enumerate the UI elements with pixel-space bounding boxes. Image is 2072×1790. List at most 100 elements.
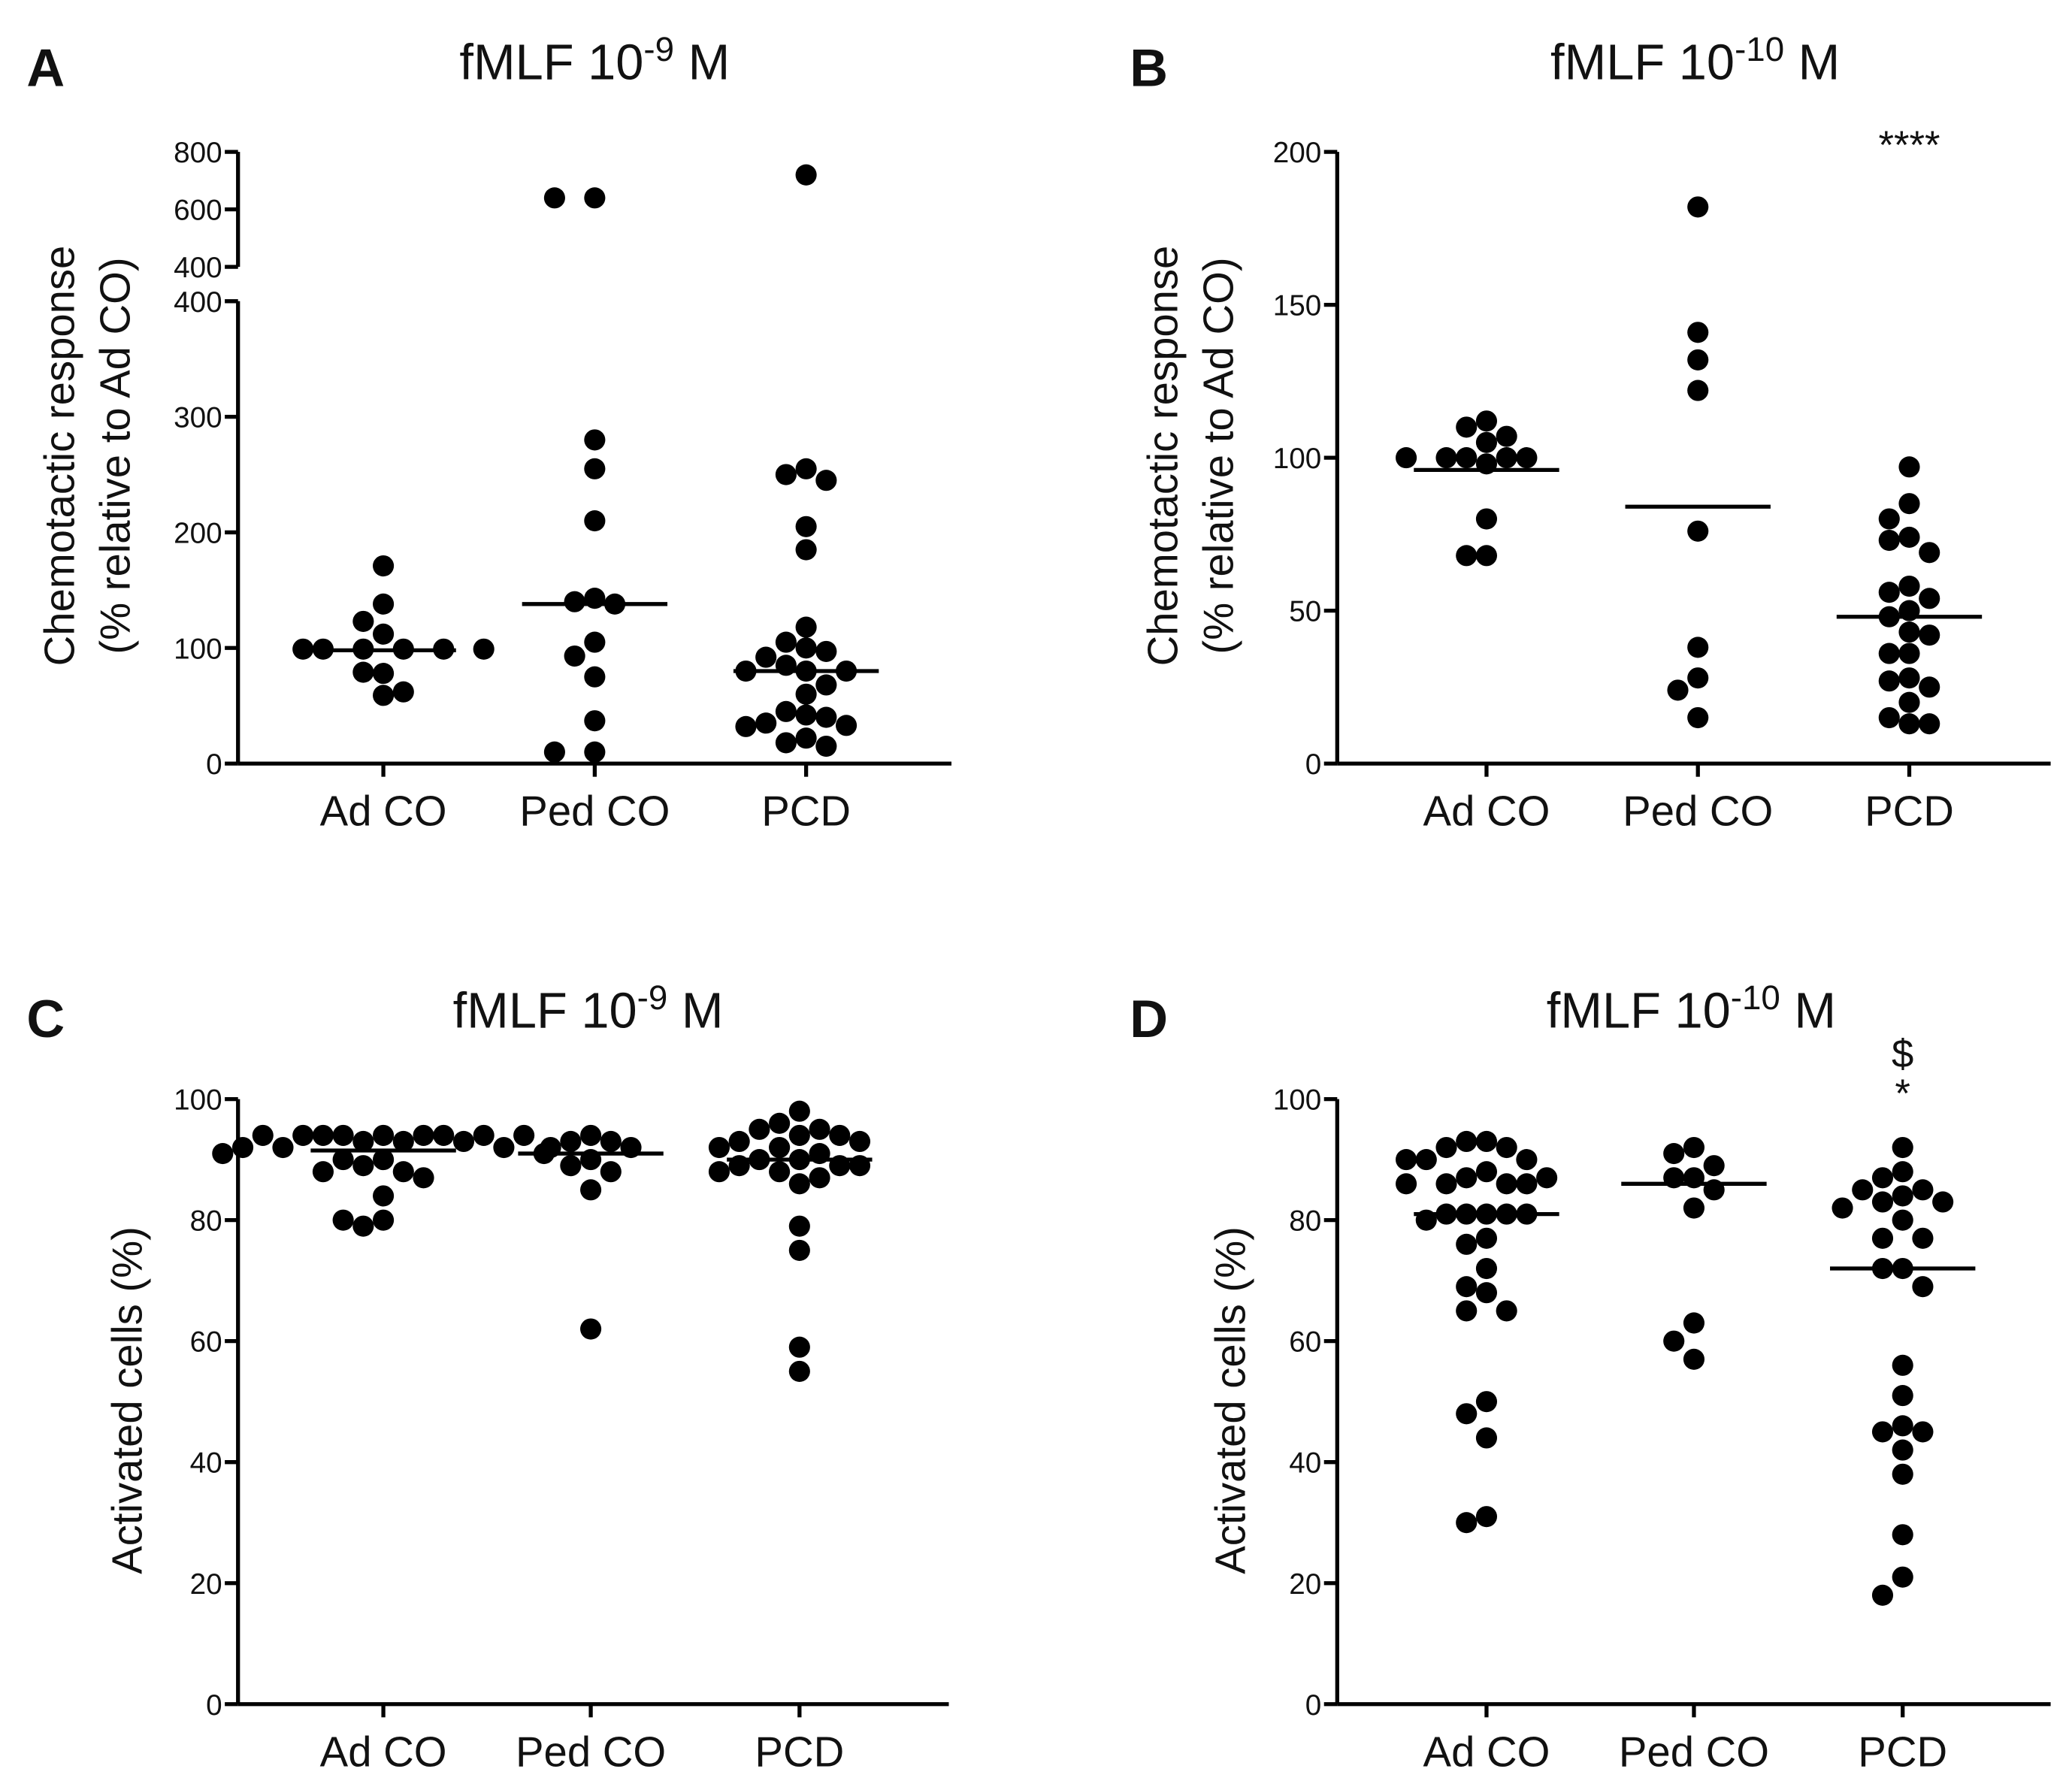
x-tick-label: Ad CO [1423, 1728, 1550, 1775]
data-point [795, 704, 817, 726]
data-point [1435, 1173, 1457, 1195]
data-point [272, 1136, 294, 1159]
data-point [795, 616, 817, 638]
data-point [815, 640, 837, 662]
data-point [1878, 706, 1900, 729]
data-point [1892, 1385, 1913, 1407]
data-point [543, 741, 565, 763]
data-point [352, 1215, 374, 1237]
data-point [708, 1161, 730, 1183]
title-prefix: fMLF 10 [1547, 984, 1731, 1039]
series-pcd [733, 164, 879, 757]
data-point [252, 1124, 274, 1146]
y-tick-label: 20 [190, 1568, 222, 1601]
x-tick-label: Ped CO [519, 788, 670, 835]
data-point [1475, 1130, 1498, 1153]
data-point [1687, 667, 1709, 689]
data-point [231, 1136, 254, 1159]
data-point [809, 1167, 830, 1189]
data-point [1475, 508, 1498, 530]
title-suffix: M [667, 984, 723, 1039]
data-point [795, 516, 817, 537]
y-tick-label: 80 [1289, 1205, 1321, 1238]
x-tick-label: PCD [755, 1728, 844, 1775]
data-point [749, 1118, 770, 1140]
data-point [373, 685, 395, 706]
y-tick-label: 50 [1289, 596, 1321, 628]
x-tick-label: PCD [1865, 788, 1954, 835]
title-prefix: fMLF 10 [1550, 35, 1735, 90]
data-point [788, 1173, 810, 1195]
data-point [332, 1124, 354, 1146]
panel-letter: C [26, 989, 65, 1048]
y-tick-label: 0 [206, 748, 222, 781]
data-point [584, 710, 606, 732]
data-point [1898, 575, 1920, 597]
data-point [1919, 676, 1940, 698]
data-point [373, 1124, 395, 1146]
title-prefix: fMLF 10 [453, 984, 637, 1039]
data-point [1456, 1130, 1478, 1153]
data-point [728, 1130, 750, 1153]
data-point [835, 715, 858, 736]
data-point [1683, 1348, 1705, 1370]
data-point [373, 663, 395, 685]
data-point [1475, 1506, 1498, 1528]
data-point [392, 1130, 414, 1153]
data-point [1871, 1584, 1894, 1606]
data-point [1871, 1191, 1894, 1213]
data-point [788, 1124, 810, 1146]
data-point [584, 631, 606, 653]
data-point [829, 1124, 851, 1146]
series-ad-co [1396, 410, 1559, 567]
data-point [769, 1136, 791, 1159]
data-point [1456, 545, 1478, 567]
data-point [795, 539, 817, 561]
x-tick-label: PCD [761, 788, 851, 835]
data-point [1871, 1167, 1894, 1189]
data-point [292, 1124, 314, 1146]
data-point [1919, 542, 1940, 564]
data-point [788, 1336, 810, 1358]
data-point [1703, 1155, 1725, 1177]
data-point [1683, 1312, 1705, 1334]
data-point [1496, 425, 1517, 447]
data-point [392, 1161, 414, 1183]
y-tick-label: 60 [1289, 1326, 1321, 1359]
data-point [1898, 713, 1920, 735]
data-point [1516, 1173, 1538, 1195]
data-point [580, 1318, 602, 1340]
title-exponent: -9 [643, 30, 674, 68]
data-point [1892, 1136, 1913, 1159]
data-point [1456, 1233, 1478, 1255]
data-point [452, 1130, 475, 1153]
data-point [1456, 1167, 1478, 1189]
data-point [788, 1100, 810, 1122]
data-point [1892, 1185, 1913, 1207]
data-point [373, 1185, 395, 1207]
panel-title: fMLF 10-10 M [1550, 30, 1840, 91]
data-point [1687, 520, 1709, 542]
y-tick-label: 300 [174, 402, 222, 434]
title-exponent: -10 [1731, 978, 1780, 1017]
y-tick-label: 100 [174, 633, 222, 665]
data-point [1852, 1179, 1874, 1201]
data-point [769, 1161, 791, 1183]
data-point [1496, 1136, 1517, 1159]
data-point [809, 1118, 830, 1140]
y-axis-label: Activated cells (%) [1206, 1226, 1254, 1574]
y-tick-label: 80 [190, 1205, 222, 1238]
data-point [584, 187, 606, 209]
y-tick-label: 60 [190, 1326, 222, 1359]
data-point [1683, 1136, 1705, 1159]
y-axis-label: (% relative to Ad CO) [1194, 257, 1242, 654]
data-point [1871, 1227, 1894, 1249]
data-point [493, 1136, 515, 1159]
data-point [1919, 588, 1940, 609]
series-ad-co [292, 555, 495, 706]
data-point [352, 1130, 374, 1153]
data-point [1663, 1330, 1685, 1352]
y-axis-label: (% relative to Ad CO) [92, 257, 139, 654]
series-ad-co [1396, 1130, 1559, 1534]
y-tick-label: 0 [206, 1689, 222, 1722]
